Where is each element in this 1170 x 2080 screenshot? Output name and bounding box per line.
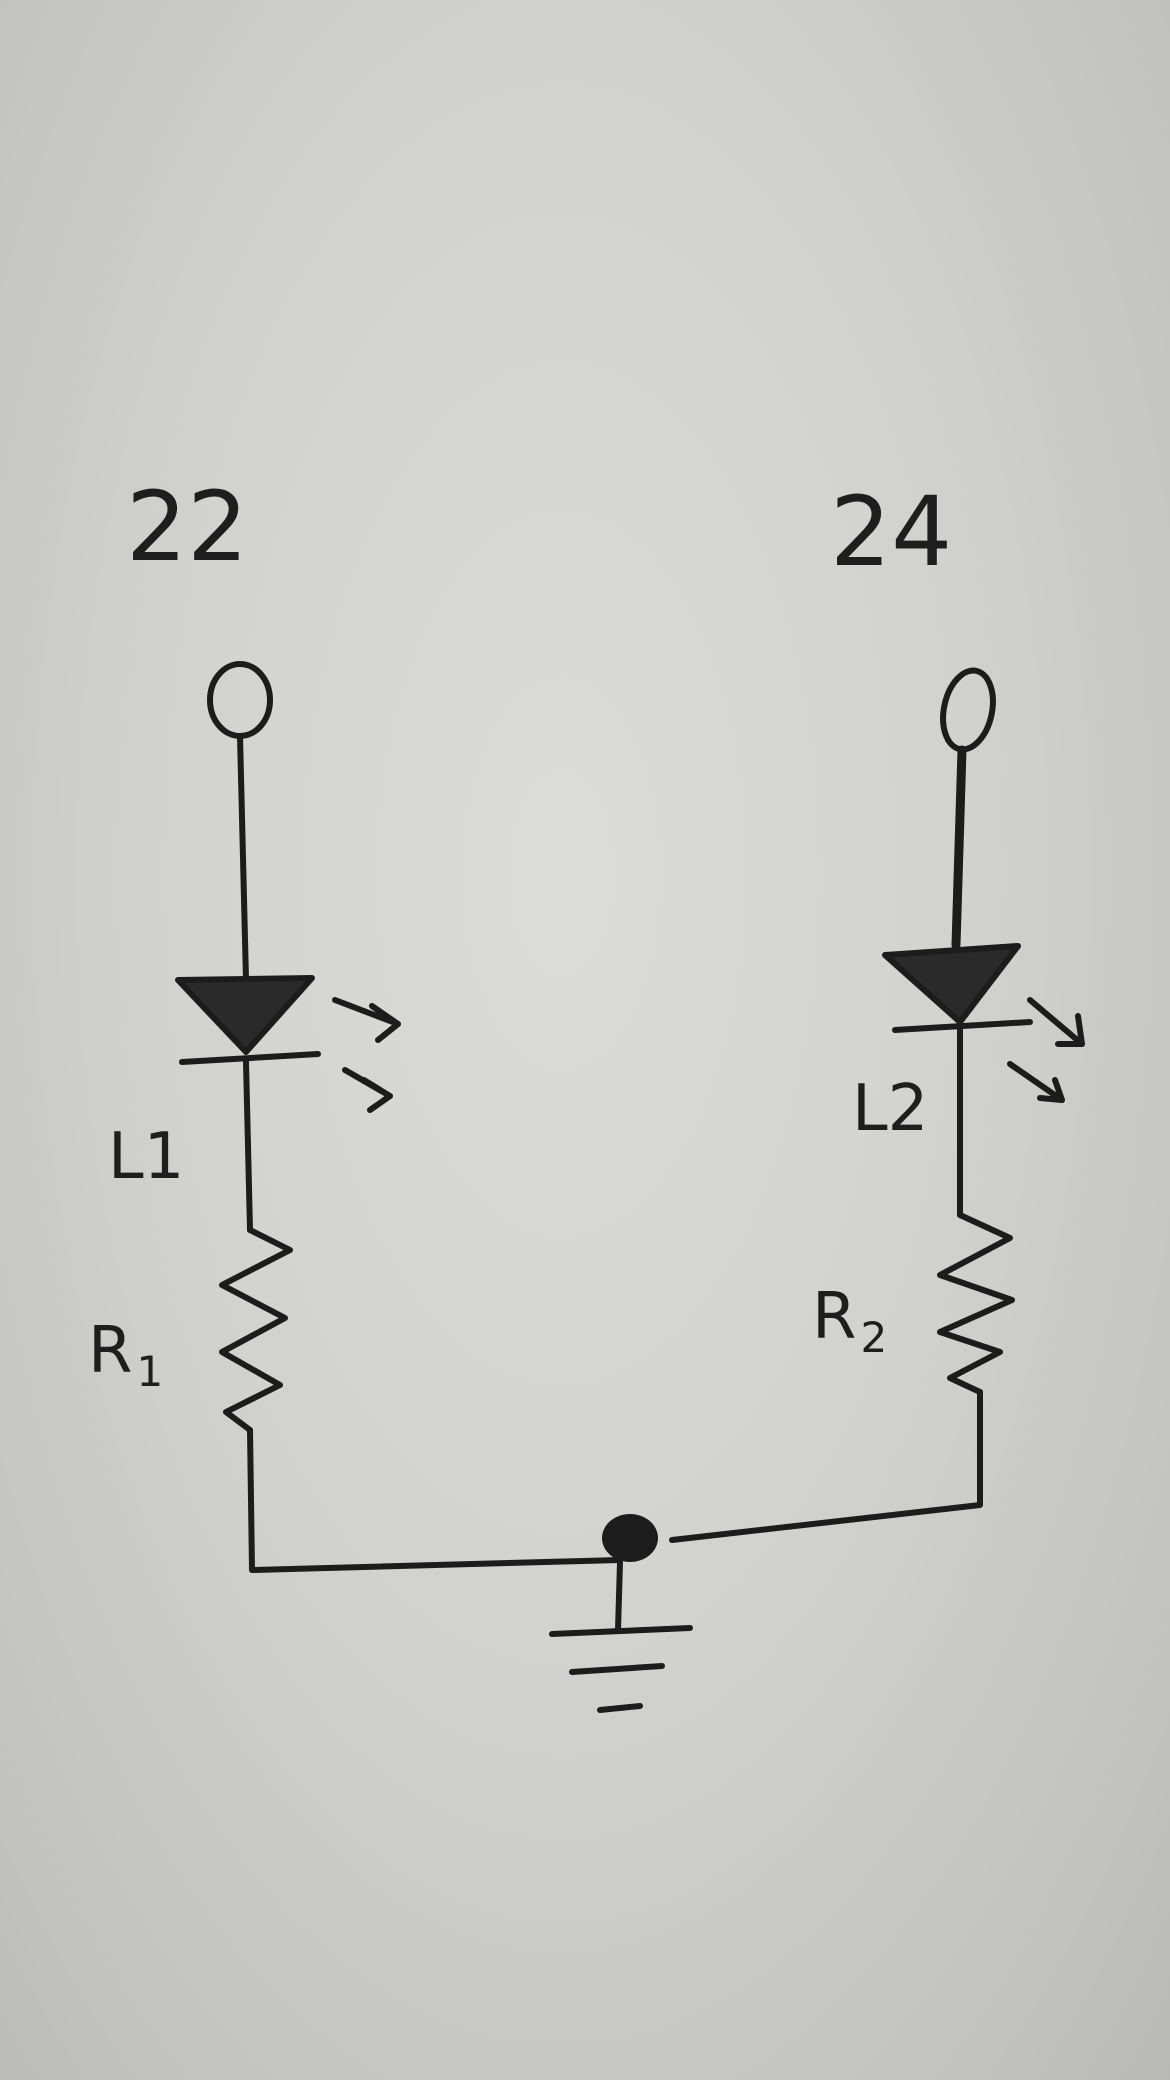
wire-l1-to-r1 <box>243 1059 253 1233</box>
wire-24-to-l2 <box>951 745 967 950</box>
ground-symbol <box>549 1625 693 1713</box>
led-l1-arrow-1 <box>332 997 401 1043</box>
led-l2-arrow-2 <box>1007 1061 1065 1103</box>
l2-label: L2 <box>852 1072 928 1146</box>
r1-letter: R <box>88 1314 132 1388</box>
pin-24-label: 24 <box>830 476 952 588</box>
r1-label: R1 <box>88 1314 163 1396</box>
common-node <box>602 1514 658 1562</box>
led-l1-triangle <box>175 975 315 1055</box>
left-branch: L1 R1 <box>88 661 623 1573</box>
l1-label: L1 <box>108 1120 184 1194</box>
led-l2-triangle <box>882 943 1021 1025</box>
right-branch: L2 R2 <box>669 667 1085 1543</box>
r2-subscript: 2 <box>860 1313 887 1362</box>
led-l1-arrow-2 <box>342 1067 393 1113</box>
wire-r1-to-ground <box>247 1427 623 1573</box>
r1-subscript: 1 <box>136 1347 163 1396</box>
led-l2-bar <box>892 1019 1033 1033</box>
r2-label: R2 <box>812 1280 887 1362</box>
resistor-r1 <box>219 1227 293 1433</box>
led-l1-bar <box>179 1051 321 1065</box>
led-l2-arrow-1 <box>1027 997 1085 1047</box>
led-l1 <box>175 975 401 1113</box>
ground-section <box>549 1514 693 1713</box>
wire-22-to-l1 <box>237 733 249 983</box>
resistor-r2 <box>937 1212 1015 1395</box>
terminal-22 <box>207 661 273 739</box>
pin-22-label: 22 <box>126 471 248 583</box>
wire-node-to-ground <box>615 1559 623 1633</box>
r2-letter: R <box>812 1280 856 1354</box>
led-l2 <box>882 943 1085 1103</box>
terminal-24 <box>940 667 996 753</box>
wire-r2-to-ground <box>669 1389 983 1543</box>
